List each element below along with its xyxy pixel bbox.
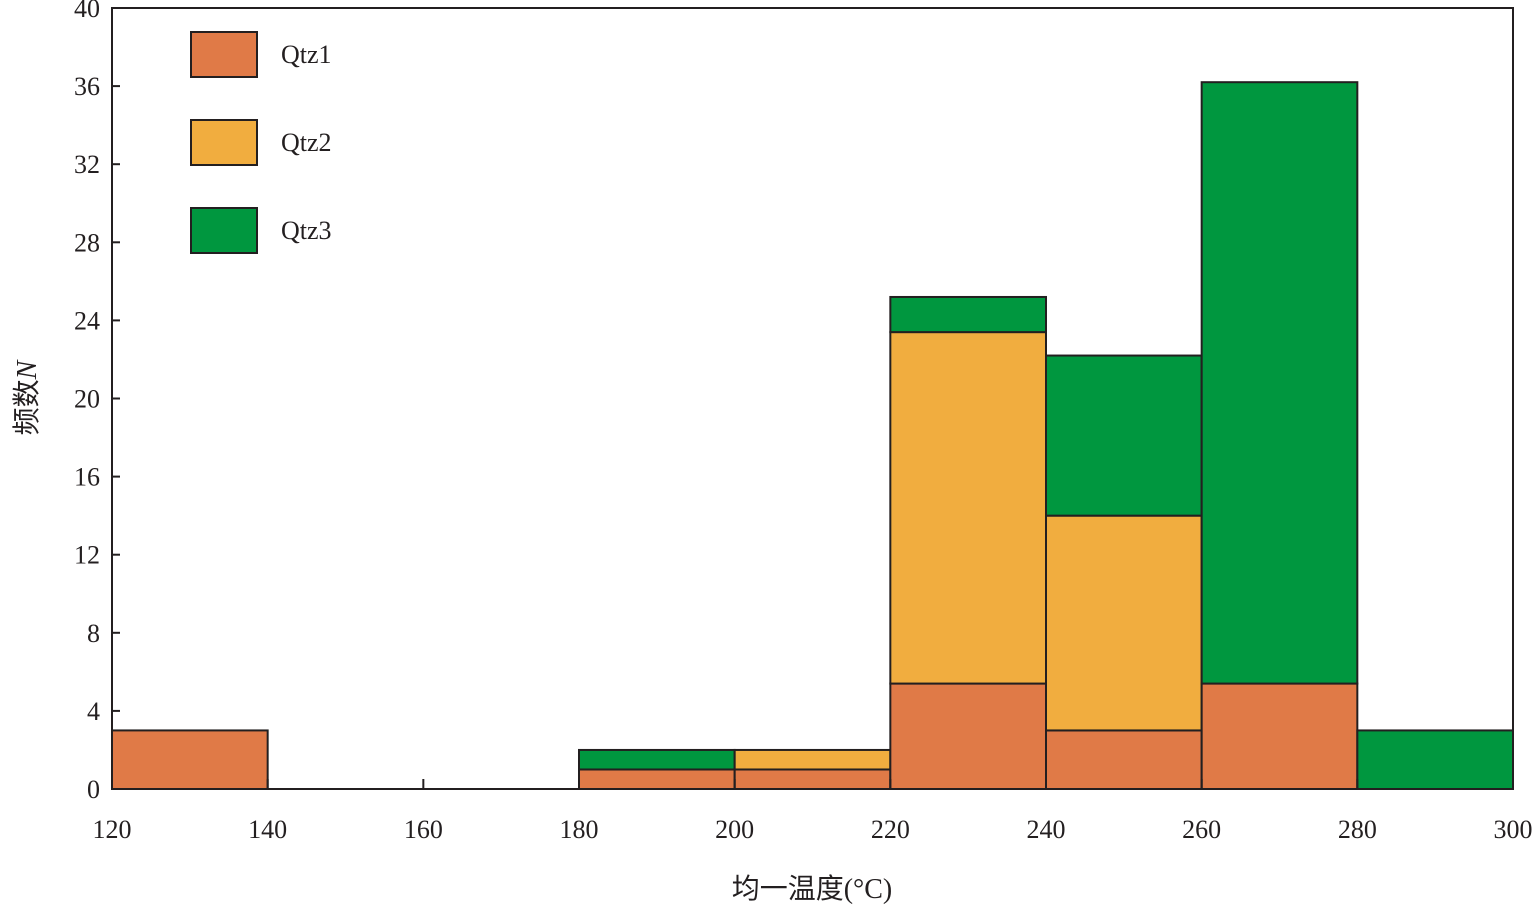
x-tick-label: 240 bbox=[1027, 815, 1066, 844]
y-tick-label: 40 bbox=[74, 0, 100, 23]
bar-qtz3-220-240 bbox=[889, 295, 1047, 334]
x-tick-label: 260 bbox=[1182, 815, 1221, 844]
bar-qtz3-260-280 bbox=[1200, 81, 1359, 685]
legend-swatch-qtz2 bbox=[190, 119, 258, 166]
y-tick-label: 32 bbox=[74, 150, 100, 179]
bar-qtz2-240-260 bbox=[1045, 514, 1203, 732]
y-tick-label: 12 bbox=[74, 541, 100, 570]
legend-label-qtz2: Qtz2 bbox=[281, 128, 332, 157]
x-tick-label: 220 bbox=[871, 815, 910, 844]
bar-qtz1-240-260 bbox=[1045, 729, 1203, 790]
bar-qtz3-180-200 bbox=[578, 748, 736, 771]
legend-label-qtz3: Qtz3 bbox=[281, 216, 332, 245]
y-tick-label: 16 bbox=[74, 463, 100, 492]
bar-qtz1-180-200 bbox=[578, 768, 736, 790]
bar-qtz1-120-140 bbox=[111, 729, 269, 790]
x-tick-label: 200 bbox=[715, 815, 754, 844]
x-tick-label: 160 bbox=[404, 815, 443, 844]
ticks-layer: 0 4 8 12 16 20 24 28 32 36 40 120 140 160 180 200 220 240… bbox=[74, 0, 1533, 844]
legend-swatch-qtz3 bbox=[190, 207, 258, 254]
y-tick-label: 28 bbox=[74, 228, 100, 257]
legend: Qtz1 Qtz2 Qtz3 bbox=[190, 31, 332, 254]
x-tick-label: 120 bbox=[93, 815, 132, 844]
y-tick-label: 36 bbox=[74, 72, 100, 101]
x-tick-label: 300 bbox=[1494, 815, 1533, 844]
legend-swatch-qtz1 bbox=[190, 31, 258, 78]
bar-qtz1-260-280 bbox=[1200, 682, 1359, 790]
x-tick-label: 280 bbox=[1338, 815, 1377, 844]
x-tick-label: 140 bbox=[248, 815, 287, 844]
bar-qtz1-220-240 bbox=[889, 682, 1047, 790]
y-tick-label: 20 bbox=[74, 385, 100, 414]
bar-qtz3-280-300 bbox=[1356, 729, 1515, 790]
bar-qtz2-200-220 bbox=[733, 748, 892, 771]
y-axis-title-main: 频数 bbox=[11, 379, 43, 435]
y-tick-label: 24 bbox=[74, 306, 100, 335]
x-axis-title: 均一温度(°C) bbox=[732, 873, 893, 905]
bar-qtz1-200-220 bbox=[733, 768, 892, 790]
y-tick-label: 4 bbox=[87, 697, 100, 726]
x-tick-label: 180 bbox=[560, 815, 599, 844]
y-tick-label: 0 bbox=[87, 775, 100, 804]
y-axis-title: 频数N bbox=[11, 359, 43, 435]
y-tick-label: 8 bbox=[87, 619, 100, 648]
legend-label-qtz1: Qtz1 bbox=[281, 40, 332, 69]
bars-layer bbox=[111, 81, 1515, 790]
bar-qtz3-240-260 bbox=[1045, 354, 1203, 517]
svg-text:频数N: 频数N bbox=[11, 359, 43, 435]
y-axis-title-variable: N bbox=[12, 359, 43, 380]
bar-qtz2-220-240 bbox=[889, 331, 1047, 685]
